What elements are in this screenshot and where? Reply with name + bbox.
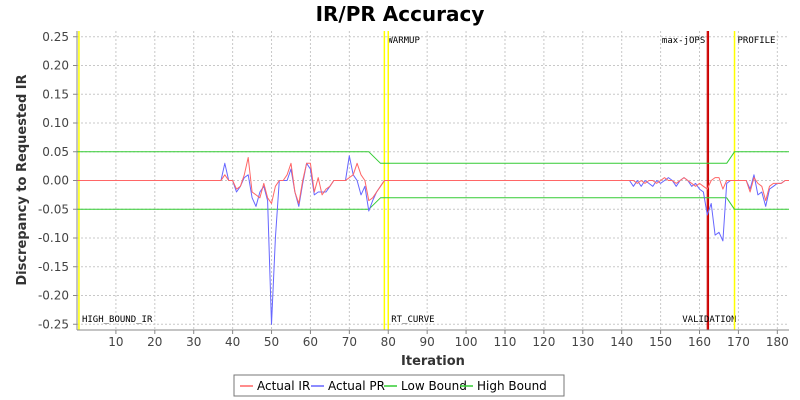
y-tick-label: 0.25 [42, 30, 69, 44]
y-tick-label: 0.20 [42, 59, 69, 73]
y-tick-label: 0.00 [42, 174, 69, 188]
y-tick-label: -0.15 [38, 260, 69, 274]
x-tick-label: 10 [108, 335, 123, 349]
x-tick-label: 40 [225, 335, 240, 349]
legend-entry: Low Bound [401, 379, 467, 393]
marker-label: WARMUP [387, 36, 420, 46]
x-tick-label: 100 [455, 335, 478, 349]
legend-entry: High Bound [477, 379, 547, 393]
x-tick-label: 50 [264, 335, 279, 349]
legend-entry: Actual IR [257, 379, 310, 393]
y-tick-label: -0.25 [38, 317, 69, 331]
y-tick-label: -0.20 [38, 289, 69, 303]
chart-title: IR/PR Accuracy [316, 2, 485, 26]
legend: Actual IR Actual PR Low Bound High Bound [233, 374, 565, 397]
marker-label: max-jOPS [662, 36, 705, 46]
x-tick-label: 110 [494, 335, 517, 349]
marker-label: HIGH_BOUND_IR [82, 315, 153, 325]
x-tick-label: 140 [610, 335, 633, 349]
y-axis-label: Discrepancy to Requested IR [15, 74, 30, 285]
x-tick-label: 160 [688, 335, 711, 349]
x-tick-label: 60 [303, 335, 318, 349]
x-axis-label: Iteration [401, 354, 465, 369]
x-tick-label: 150 [649, 335, 672, 349]
marker-label: VALIDATION [682, 315, 736, 325]
legend-box [233, 374, 565, 397]
series-line-actual-ir [77, 157, 789, 204]
series-line-low-bound [77, 197, 789, 210]
marker-label: RT_CURVE [391, 315, 434, 325]
marker-label: PROFILE [738, 36, 776, 46]
x-tick-label: 130 [571, 335, 594, 349]
y-tick-label: -0.05 [38, 202, 69, 216]
x-tick-label: 20 [147, 335, 162, 349]
y-tick-label: 0.10 [42, 116, 69, 130]
axes: 10 20 30 40 50 60 70 80 90 100 110 120 130 140 150 160 1… [38, 30, 789, 349]
series-lines [77, 151, 789, 325]
x-tick-label: 170 [727, 335, 750, 349]
x-tick-label: 90 [420, 335, 435, 349]
legend-entry: Actual PR [328, 379, 385, 393]
series-line-high-bound [77, 151, 789, 164]
x-tick-label: 180 [766, 335, 789, 349]
x-tick-label: 80 [381, 335, 396, 349]
y-tick-label: 0.15 [42, 87, 69, 101]
x-tick-label: 120 [532, 335, 555, 349]
y-tick-label: 0.05 [42, 145, 69, 159]
x-tick-label: 70 [342, 335, 357, 349]
y-tick-label: -0.10 [38, 231, 69, 245]
x-tick-label: 30 [186, 335, 201, 349]
